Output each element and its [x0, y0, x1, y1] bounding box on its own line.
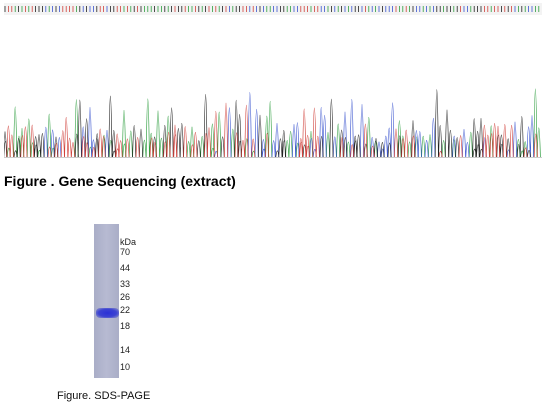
sds-page-gel: kDa 70 44 33 26 22 18 14 10 [94, 224, 164, 378]
marker-label: 44 [120, 263, 131, 273]
sequencing-figure-caption: Figure . Gene Sequencing (extract) [4, 173, 236, 189]
sds-page-figure-caption: Figure. SDS-PAGE [57, 390, 151, 402]
gel-lane [94, 224, 119, 378]
marker-label: 26 [120, 292, 131, 302]
marker-label: 10 [120, 362, 131, 372]
marker-label: 22 [120, 305, 131, 315]
trace-a [6, 88, 541, 158]
marker-label: 14 [120, 345, 131, 355]
protein-band [96, 308, 119, 318]
trace-c [43, 91, 534, 158]
base-call-strip [4, 3, 542, 15]
marker-label: 33 [120, 279, 131, 289]
marker-label: 70 [120, 247, 131, 257]
sequencing-chromatogram [4, 3, 542, 158]
trace-t [6, 102, 538, 158]
marker-unit-label: kDa [120, 237, 137, 247]
marker-label: 18 [120, 321, 131, 331]
